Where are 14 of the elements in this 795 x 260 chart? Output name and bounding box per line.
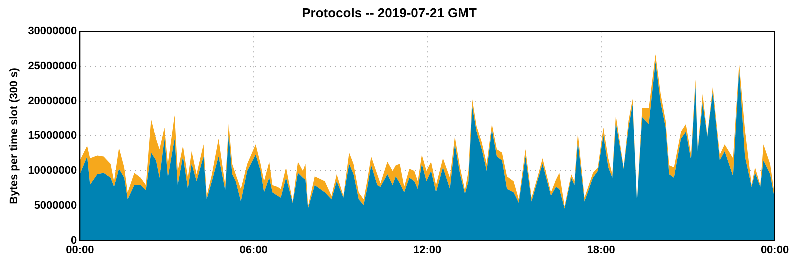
- x-tick-label: 06:00: [240, 244, 268, 256]
- x-tick-label: 00:00: [760, 244, 790, 256]
- y-axis-title: Bytes per time slot (300 s): [8, 68, 21, 204]
- x-tick-label: 00:00: [66, 244, 94, 256]
- y-tick-label: 0: [71, 234, 78, 247]
- x-tick-label: 12:00: [414, 244, 442, 256]
- y-tick-label: 5000000: [34, 200, 78, 212]
- y-tick-label: 15000000: [28, 130, 78, 142]
- x-tick-label: 18:00: [587, 244, 616, 256]
- y-tick-label: 20000000: [28, 95, 78, 108]
- chart-title: Protocols -- 2019-07-21 GMT: [302, 5, 477, 20]
- y-tick-label: 25000000: [28, 60, 78, 72]
- y-tick-label: 30000000: [28, 26, 78, 38]
- y-tick-label: 10000000: [28, 165, 78, 178]
